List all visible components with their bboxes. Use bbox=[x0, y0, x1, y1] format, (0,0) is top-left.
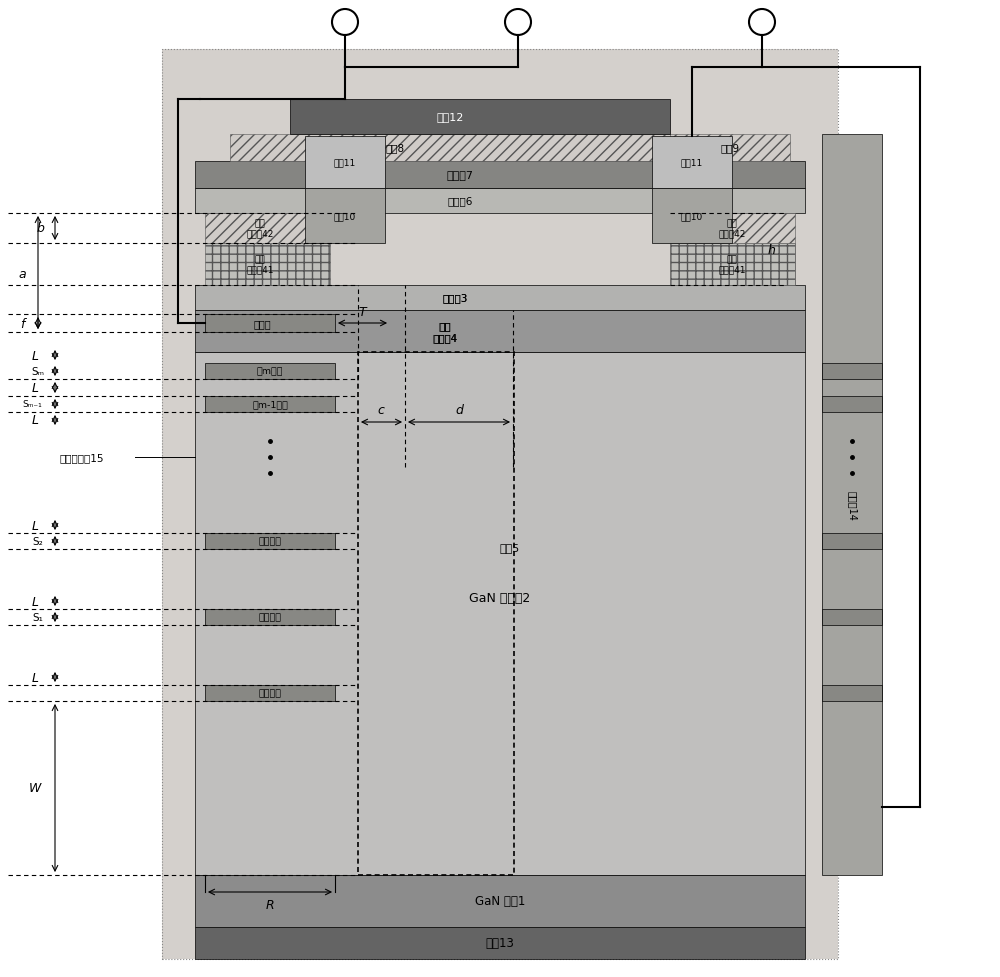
Text: 第一
阻挡层41: 第一 阻挡层41 bbox=[718, 255, 746, 275]
Bar bbox=[205, 397, 335, 412]
Text: GaN 衬底1: GaN 衬底1 bbox=[475, 895, 525, 908]
Bar bbox=[652, 137, 732, 189]
Text: S₂: S₂ bbox=[33, 536, 43, 546]
Text: 第m场板: 第m场板 bbox=[257, 367, 283, 376]
Bar bbox=[195, 189, 805, 214]
Bar bbox=[822, 363, 882, 380]
Text: 电流
阻挡层4: 电流 阻挡层4 bbox=[433, 320, 457, 343]
Bar bbox=[822, 397, 882, 412]
Text: 源极11: 源极11 bbox=[334, 158, 356, 167]
Bar bbox=[195, 927, 805, 959]
Text: L: L bbox=[32, 519, 38, 531]
Bar bbox=[162, 50, 838, 959]
Bar bbox=[205, 214, 330, 243]
Bar bbox=[290, 100, 670, 135]
Text: 第一场板: 第一场板 bbox=[258, 689, 282, 698]
Text: 第一
阻挡层41: 第一 阻挡层41 bbox=[246, 255, 274, 275]
Bar bbox=[195, 285, 805, 311]
Text: 复合源场板15: 复合源场板15 bbox=[60, 452, 104, 462]
Text: c: c bbox=[378, 404, 384, 417]
Text: f: f bbox=[20, 318, 24, 330]
Bar bbox=[822, 533, 882, 549]
Bar bbox=[670, 135, 790, 162]
Bar bbox=[305, 137, 385, 189]
Bar bbox=[195, 875, 805, 927]
Bar bbox=[230, 135, 670, 162]
Text: 源极11: 源极11 bbox=[681, 158, 703, 167]
Bar bbox=[195, 353, 805, 875]
Text: 源场板: 源场板 bbox=[253, 319, 271, 328]
Text: h: h bbox=[768, 243, 776, 256]
Text: L: L bbox=[32, 595, 38, 608]
Text: 台阶9: 台阶9 bbox=[720, 144, 740, 153]
Text: Sₘ: Sₘ bbox=[32, 366, 44, 376]
Bar bbox=[205, 610, 335, 625]
Text: b: b bbox=[36, 223, 44, 235]
Text: 第m-1场板: 第m-1场板 bbox=[252, 401, 288, 409]
Bar bbox=[205, 243, 330, 285]
Bar bbox=[822, 610, 882, 625]
Bar bbox=[195, 162, 805, 189]
Bar bbox=[670, 243, 795, 285]
Text: 第三场板: 第三场板 bbox=[258, 537, 282, 546]
Text: 第二
阻挡层42: 第二 阻挡层42 bbox=[246, 219, 274, 238]
Text: R: R bbox=[266, 899, 274, 912]
Text: S₁: S₁ bbox=[33, 613, 43, 622]
Bar bbox=[205, 315, 335, 332]
Text: W: W bbox=[29, 782, 41, 794]
Bar bbox=[205, 533, 335, 549]
Bar bbox=[670, 214, 795, 243]
Text: 栅极12: 栅极12 bbox=[436, 112, 464, 122]
Text: 源槽10: 源槽10 bbox=[681, 212, 703, 221]
Bar bbox=[822, 685, 882, 701]
Text: 钝化层14: 钝化层14 bbox=[847, 490, 857, 521]
Bar bbox=[195, 311, 805, 353]
Bar bbox=[358, 353, 514, 875]
Text: L: L bbox=[32, 382, 38, 395]
Bar bbox=[205, 363, 335, 380]
Text: 孔径层3: 孔径层3 bbox=[442, 293, 468, 303]
Text: 电流
阻挡层4: 电流 阻挡层4 bbox=[432, 320, 458, 343]
Text: 第二场板: 第二场板 bbox=[258, 613, 282, 622]
Bar bbox=[205, 685, 335, 701]
Text: 漏极13: 漏极13 bbox=[486, 937, 514, 950]
Text: 沟道层6: 沟道层6 bbox=[447, 196, 473, 206]
Text: 源槽10: 源槽10 bbox=[334, 212, 356, 221]
Text: GaN 漂移层2: GaN 漂移层2 bbox=[469, 591, 531, 604]
Text: 第二
阻挡层42: 第二 阻挡层42 bbox=[718, 219, 746, 238]
Bar bbox=[822, 135, 882, 875]
Text: L: L bbox=[32, 671, 38, 684]
Bar bbox=[305, 189, 385, 243]
Text: 帽层8: 帽层8 bbox=[385, 144, 405, 153]
Text: 孔径5: 孔径5 bbox=[500, 542, 520, 552]
Text: T: T bbox=[358, 305, 366, 319]
Text: 势垒层7: 势垒层7 bbox=[446, 170, 474, 181]
Text: d: d bbox=[455, 404, 463, 417]
Bar bbox=[652, 189, 732, 243]
Text: L: L bbox=[32, 349, 38, 362]
Text: L: L bbox=[32, 414, 38, 427]
Text: 孔径层3: 孔径层3 bbox=[442, 293, 468, 303]
Text: Sₘ₋₁: Sₘ₋₁ bbox=[22, 401, 42, 409]
Bar bbox=[162, 50, 838, 959]
Text: a: a bbox=[18, 268, 26, 280]
